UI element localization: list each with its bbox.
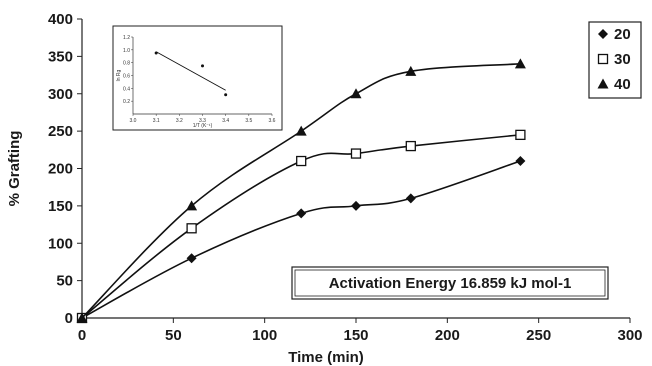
data-point-40 xyxy=(295,125,307,136)
inset-plot: 0.2 0.4 0.6 0.8 1.0 1.2 3.0 3.1 3.2 3.3 3.4 3.5 3.6 1… xyxy=(112,25,283,131)
inset-x-tick-label: 3.2 xyxy=(176,118,183,124)
inset-x-tick-label: 3.6 xyxy=(269,118,276,124)
data-point-30 xyxy=(296,155,307,167)
x-axis-title: Time (min) xyxy=(288,349,364,366)
legend-box xyxy=(588,21,642,99)
inset-x-tick-label: 3.5 xyxy=(245,118,252,124)
inset-frame xyxy=(112,25,283,131)
series-line-30 xyxy=(81,134,521,319)
inset-x-tick-label: 3.0 xyxy=(130,118,137,124)
series-line-40 xyxy=(81,63,521,319)
data-point-40 xyxy=(405,65,417,76)
y-axis-title: % Grafting xyxy=(6,131,23,207)
data-point-30 xyxy=(515,129,526,141)
legend-marker-30 xyxy=(597,53,609,65)
series-line-20 xyxy=(81,160,521,319)
y-tick-label: 150 xyxy=(48,198,73,215)
y-tick-label: 400 xyxy=(48,11,73,28)
data-point-40 xyxy=(350,88,362,99)
inset-data-point xyxy=(224,93,228,97)
legend-label-40: 40 xyxy=(614,76,631,93)
data-point-40 xyxy=(514,58,526,69)
y-tick-label: 350 xyxy=(48,48,73,65)
inset-y-tick-label: 1.2 xyxy=(123,35,130,41)
legend-label-30: 30 xyxy=(614,51,631,68)
data-point-30 xyxy=(186,223,197,234)
data-point-30 xyxy=(350,148,362,159)
annotation-box xyxy=(291,266,609,300)
inset-x-tick-label: 3.4 xyxy=(222,118,229,124)
legend-marker-40 xyxy=(597,78,609,89)
inset-y-axis-title: ln Rg xyxy=(116,69,122,81)
data-point-20 xyxy=(351,200,361,211)
data-point-20 xyxy=(186,253,197,264)
x-tick-label: 100 xyxy=(252,327,277,344)
inset-x-tick-label: 3.1 xyxy=(153,118,160,124)
annotation-box-inner xyxy=(294,269,606,297)
y-tick-label: 100 xyxy=(48,235,73,252)
data-point-20 xyxy=(405,193,416,204)
y-tick-label: 200 xyxy=(48,161,73,178)
data-point-20 xyxy=(515,156,526,167)
x-tick-label: 300 xyxy=(617,327,642,344)
inset-fit-line xyxy=(155,51,226,91)
y-tick-label: 0 xyxy=(65,310,73,327)
data-point-40 xyxy=(186,200,198,211)
inset-y-tick-label: 0.2 xyxy=(123,99,130,105)
activation-energy-annotation: Activation Energy 16.859 kJ mol-1 xyxy=(291,266,609,300)
y-tick-label: 50 xyxy=(56,273,73,290)
legend: 20 30 40 xyxy=(588,21,642,99)
inset-y-tick-label: 0.8 xyxy=(123,61,130,67)
x-tick-label: 250 xyxy=(526,327,551,344)
y-tick-label: 250 xyxy=(48,123,73,140)
annotation-text: Activation Energy 16.859 kJ mol-1 xyxy=(329,275,572,292)
inset-x-tick-label: 3.3 xyxy=(199,118,206,124)
main-plot: 0 50 100 150 200 250 300 350 400 0 50 100 150 200 250 3… xyxy=(6,11,643,366)
inset-data-point xyxy=(201,64,204,68)
inset-y-tick-label: 1.0 xyxy=(123,48,130,54)
inset-y-tick-label: 0.6 xyxy=(123,74,130,80)
data-point-40 xyxy=(76,312,88,323)
legend-label-20: 20 xyxy=(614,26,631,43)
x-tick-label: 0 xyxy=(78,327,86,344)
data-point-30 xyxy=(405,140,416,152)
x-tick-label: 200 xyxy=(435,327,460,344)
inset-y-tick-label: 0.4 xyxy=(123,86,130,92)
inset-x-axis-title: 1/T (K⁻¹) xyxy=(193,123,213,129)
legend-marker-20 xyxy=(598,29,608,39)
y-tick-label: 300 xyxy=(48,86,73,103)
data-point-20 xyxy=(296,208,307,219)
x-tick-label: 50 xyxy=(165,327,182,344)
x-tick-label: 150 xyxy=(343,327,368,344)
inset-data-point xyxy=(154,51,158,55)
